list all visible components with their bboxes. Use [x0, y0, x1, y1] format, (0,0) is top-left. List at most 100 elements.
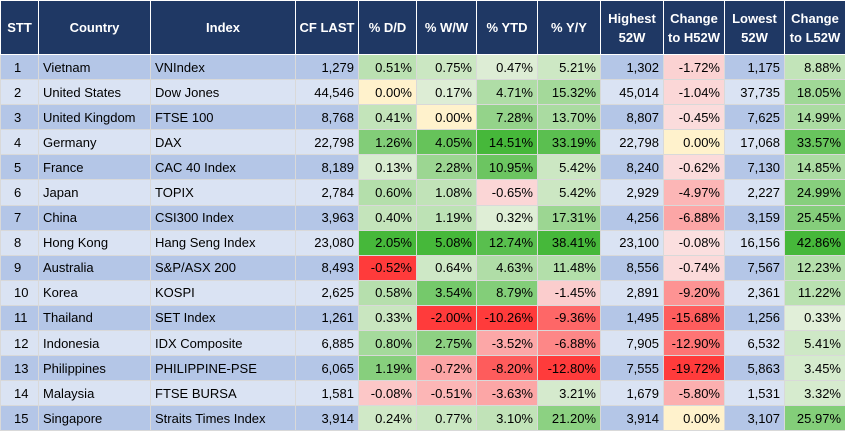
- table-row[interactable]: 1 Vietnam VNIndex 1,279 0.51% 0.75% 0.47% 5.21%…: [0, 53, 845, 81]
- cell-highest-52w: 2,891: [600, 279, 664, 306]
- header-lowest-52w[interactable]: Lowest 52W: [724, 0, 785, 55]
- header-stt[interactable]: STT: [0, 0, 39, 55]
- cell-change-to-l52w: 18.05%: [784, 79, 845, 106]
- cell-cf-last: 1,279: [295, 53, 359, 81]
- cell-pct-yy: 5.42%: [537, 179, 601, 206]
- cell-change-to-h52w: -15.68%: [663, 304, 725, 332]
- cell-pct-yy: 15.32%: [537, 79, 601, 106]
- cell-change-to-l52w: 33.57%: [784, 129, 845, 156]
- cell-index: FTSE BURSA: [150, 380, 296, 407]
- header-cf-last[interactable]: CF LAST: [295, 0, 359, 55]
- header-pct-ww[interactable]: % W/W: [416, 0, 477, 55]
- cell-stt: 8: [0, 229, 39, 256]
- cell-lowest-52w: 1,175: [724, 53, 785, 81]
- cell-country: Vietnam: [38, 53, 151, 81]
- cell-pct-yy: 13.70%: [537, 104, 601, 131]
- table-row[interactable]: 4 Germany DAX 22,798 1.26% 4.05% 14.51% 33.19% 2…: [0, 129, 845, 156]
- cell-stt: 6: [0, 179, 39, 206]
- table-row[interactable]: 10 Korea KOSPI 2,625 0.58% 3.54% 8.79% -1.45% 2,…: [0, 279, 845, 306]
- cell-pct-yy: 21.20%: [537, 405, 601, 432]
- cell-change-to-h52w: -4.97%: [663, 179, 725, 206]
- cell-country: Korea: [38, 279, 151, 306]
- cell-pct-ww: -0.51%: [416, 380, 477, 407]
- cell-pct-dd: 0.13%: [358, 154, 417, 181]
- cell-change-to-l52w: 14.99%: [784, 104, 845, 131]
- cell-lowest-52w: 6,532: [724, 330, 785, 357]
- cell-change-to-h52w: -0.62%: [663, 154, 725, 181]
- cell-stt: 7: [0, 204, 39, 231]
- table-row[interactable]: 3 United Kingdom FTSE 100 8,768 0.41% 0.00% 7.…: [0, 104, 845, 131]
- cell-cf-last: 8,493: [295, 254, 359, 281]
- cell-change-to-h52w: -0.45%: [663, 104, 725, 131]
- cell-pct-ytd: -3.52%: [476, 330, 538, 357]
- cell-change-to-h52w: -5.80%: [663, 380, 725, 407]
- table-row[interactable]: 7 China CSI300 Index 3,963 0.40% 1.19% 0.32% 17…: [0, 204, 845, 231]
- table-row[interactable]: 13 Philippines PHILIPPINE-PSE 6,065 1.19% -0.…: [0, 355, 845, 382]
- header-country[interactable]: Country: [38, 0, 151, 55]
- cell-pct-ytd: 4.71%: [476, 79, 538, 106]
- cell-cf-last: 23,080: [295, 229, 359, 256]
- cell-index: Hang Seng Index: [150, 229, 296, 256]
- table-row[interactable]: 8 Hong Kong Hang Seng Index 23,080 2.05% 5.08…: [0, 229, 845, 256]
- cell-highest-52w: 7,905: [600, 330, 664, 357]
- cell-stt: 11: [0, 304, 39, 332]
- table-row[interactable]: 6 Japan TOPIX 2,784 0.60% 1.08% -0.65% 5.42% 2,9…: [0, 179, 845, 206]
- cell-pct-ww: 0.17%: [416, 79, 477, 106]
- cell-highest-52w: 1,302: [600, 53, 664, 81]
- cell-change-to-l52w: 24.99%: [784, 179, 845, 206]
- cell-highest-52w: 1,679: [600, 380, 664, 407]
- table-row[interactable]: 15 Singapore Straits Times Index 3,914 0.24%…: [0, 405, 845, 432]
- table-row[interactable]: 9 Australia S&P/ASX 200 8,493 -0.52% 0.64% 4.6…: [0, 254, 845, 281]
- cell-pct-ww: 2.75%: [416, 330, 477, 357]
- cell-pct-ww: 1.19%: [416, 204, 477, 231]
- header-pct-ytd[interactable]: % YTD: [476, 0, 538, 55]
- cell-pct-ww: -2.00%: [416, 304, 477, 332]
- table-body: 1 Vietnam VNIndex 1,279 0.51% 0.75% 0.47% 5.21%…: [0, 53, 845, 432]
- cell-stt: 14: [0, 380, 39, 407]
- header-change-to-l52w[interactable]: Change to L52W: [784, 0, 845, 55]
- header-change-to-h52w[interactable]: Change to H52W: [663, 0, 725, 55]
- cell-lowest-52w: 3,107: [724, 405, 785, 432]
- cell-change-to-h52w: -6.88%: [663, 204, 725, 231]
- cell-index: PHILIPPINE-PSE: [150, 355, 296, 382]
- cell-country: Malaysia: [38, 380, 151, 407]
- cell-lowest-52w: 3,159: [724, 204, 785, 231]
- cell-pct-ytd: 14.51%: [476, 129, 538, 156]
- cell-pct-yy: 5.21%: [537, 53, 601, 81]
- cell-index: S&P/ASX 200: [150, 254, 296, 281]
- cell-highest-52w: 8,240: [600, 154, 664, 181]
- cell-change-to-l52w: 3.45%: [784, 355, 845, 382]
- cell-highest-52w: 7,555: [600, 355, 664, 382]
- table-row[interactable]: 5 France CAC 40 Index 8,189 0.13% 2.28% 10.95%…: [0, 154, 845, 181]
- cell-pct-ytd: 3.10%: [476, 405, 538, 432]
- header-highest-52w[interactable]: Highest 52W: [600, 0, 664, 55]
- cell-pct-dd: 0.24%: [358, 405, 417, 432]
- cell-index: CAC 40 Index: [150, 154, 296, 181]
- table-row[interactable]: 11 Thailand SET Index 1,261 0.33% -2.00% -10.2…: [0, 304, 845, 332]
- cell-pct-dd: 0.33%: [358, 304, 417, 332]
- table-row[interactable]: 12 Indonesia IDX Composite 6,885 0.80% 2.75% -…: [0, 330, 845, 357]
- cell-country: United States: [38, 79, 151, 106]
- cell-country: Germany: [38, 129, 151, 156]
- cell-pct-ytd: 0.47%: [476, 53, 538, 81]
- cell-highest-52w: 23,100: [600, 229, 664, 256]
- cell-pct-yy: -1.45%: [537, 279, 601, 306]
- table-row[interactable]: 14 Malaysia FTSE BURSA 1,581 -0.08% -0.51% -3.…: [0, 380, 845, 407]
- header-pct-dd[interactable]: % D/D: [358, 0, 417, 55]
- cell-pct-yy: 33.19%: [537, 129, 601, 156]
- cell-pct-dd: 1.26%: [358, 129, 417, 156]
- cell-stt: 9: [0, 254, 39, 281]
- cell-index: SET Index: [150, 304, 296, 332]
- cell-cf-last: 8,768: [295, 104, 359, 131]
- table-row[interactable]: 2 United States Dow Jones 44,546 0.00% 0.17% 4…: [0, 79, 845, 106]
- header-pct-yy[interactable]: % Y/Y: [537, 0, 601, 55]
- cell-pct-yy: -6.88%: [537, 330, 601, 357]
- cell-lowest-52w: 16,156: [724, 229, 785, 256]
- cell-lowest-52w: 37,735: [724, 79, 785, 106]
- cell-lowest-52w: 2,361: [724, 279, 785, 306]
- header-index[interactable]: Index: [150, 0, 296, 55]
- cell-country: Singapore: [38, 405, 151, 432]
- cell-pct-ww: 0.00%: [416, 104, 477, 131]
- cell-pct-ytd: 12.74%: [476, 229, 538, 256]
- cell-highest-52w: 2,929: [600, 179, 664, 206]
